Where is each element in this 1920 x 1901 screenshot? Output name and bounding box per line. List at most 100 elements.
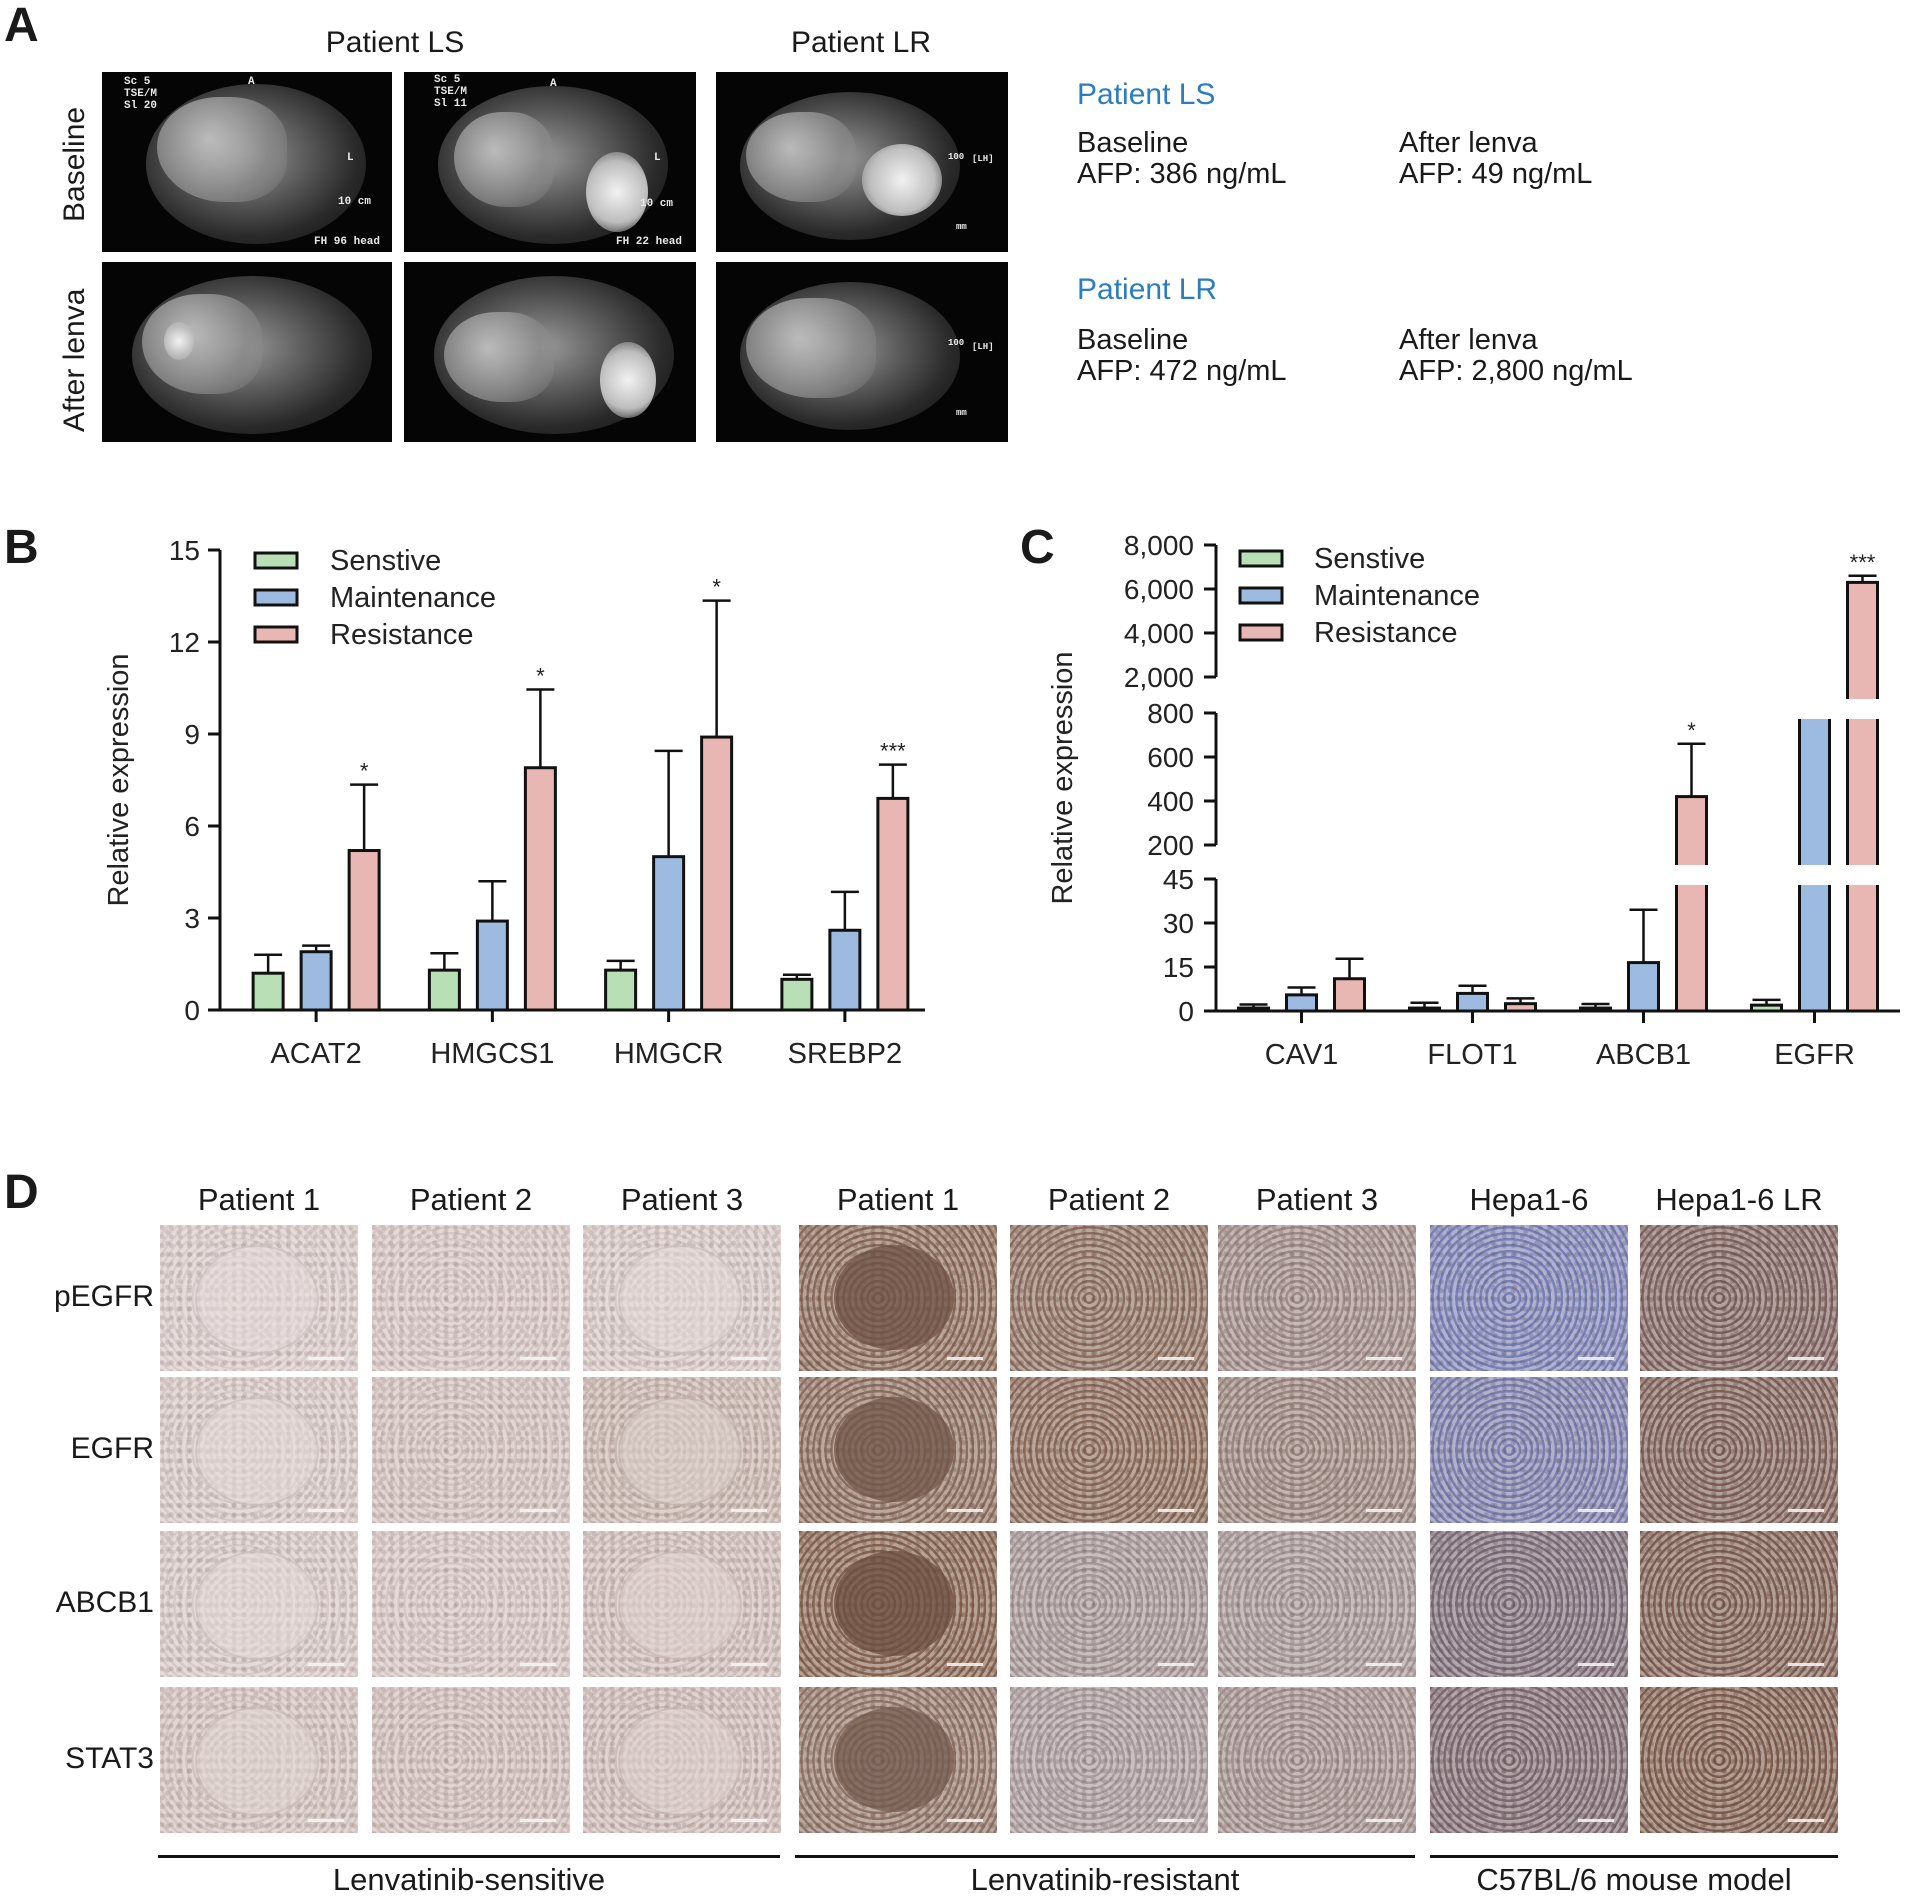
bar bbox=[1333, 977, 1366, 1013]
ihc-image bbox=[160, 1225, 358, 1371]
info-lr-baseline: Baseline AFP: 472 ng/mL bbox=[1077, 325, 1287, 387]
info-ls-baseline: Baseline AFP: 386 ng/mL bbox=[1077, 128, 1287, 190]
mri-image-ls-after-2 bbox=[404, 262, 696, 442]
ihc-image bbox=[1640, 1531, 1838, 1677]
ihc-image bbox=[799, 1225, 997, 1371]
y-tick-label: 30 bbox=[1163, 908, 1194, 939]
significance-marker: * bbox=[360, 759, 369, 784]
ihc-image bbox=[1640, 1687, 1838, 1833]
tissue-nodule bbox=[618, 1707, 742, 1816]
chart-b: 0 3 6 9 12 15 Relative expression ACAT2 * HMGCS1 *… bbox=[103, 535, 925, 1070]
x-tick-label: FLOT1 bbox=[1427, 1039, 1517, 1071]
tissue-nodule bbox=[618, 1551, 742, 1660]
significance-marker: * bbox=[536, 664, 545, 689]
mri-image-ls-baseline-1: Sc 5 TSE/M Sl 20 A L 10 cm FH 96 head bbox=[102, 72, 392, 252]
y-tick-label: 3 bbox=[184, 903, 200, 934]
scale-bar bbox=[1366, 1509, 1402, 1512]
y-tick-label: 6 bbox=[184, 811, 200, 842]
legend-label: Senstive bbox=[1314, 543, 1425, 575]
scale-bar bbox=[1788, 1357, 1824, 1360]
group-label: Lenvatinib-sensitive bbox=[332, 1862, 606, 1897]
significance-marker: * bbox=[712, 575, 721, 600]
y-axis-label: Relative expression bbox=[103, 653, 135, 906]
scale-bar bbox=[1158, 1663, 1194, 1666]
scale-bar bbox=[1158, 1357, 1194, 1360]
y-tick-label: 200 bbox=[1147, 830, 1194, 861]
info-lr-after-afp: AFP: 2,800 ng/mL bbox=[1399, 355, 1633, 387]
ihc-col-header: Hepa1-6 bbox=[1469, 1182, 1589, 1217]
group-divider-line bbox=[158, 1855, 780, 1858]
tissue-nodule bbox=[618, 1245, 742, 1354]
mri-annotation-lh: [LH] bbox=[972, 342, 994, 352]
info-title-patient-ls: Patient LS bbox=[1077, 78, 1216, 111]
scale-bar bbox=[520, 1509, 556, 1512]
info-lr-baseline-label: Baseline bbox=[1077, 324, 1189, 356]
group-label: C57BL/6 mouse model bbox=[1476, 1862, 1792, 1897]
ihc-image bbox=[583, 1225, 781, 1371]
axis-break-gap bbox=[1222, 699, 1906, 719]
scale-bar bbox=[731, 1663, 767, 1666]
bar bbox=[1504, 1002, 1537, 1013]
scale-bar bbox=[1366, 1663, 1402, 1666]
tissue-nodule bbox=[195, 1551, 319, 1660]
ihc-col-header: Patient 1 bbox=[197, 1182, 321, 1217]
bar bbox=[1285, 993, 1318, 1013]
bar bbox=[1627, 961, 1660, 1013]
scale-bar bbox=[520, 1357, 556, 1360]
info-lr-baseline-afp: AFP: 472 ng/mL bbox=[1077, 355, 1287, 387]
tissue-nodule bbox=[834, 1397, 954, 1502]
scale-bar bbox=[520, 1819, 556, 1822]
col-header-patient-ls: Patient LS bbox=[325, 26, 465, 59]
info-ls-after-label: After lenva bbox=[1399, 127, 1538, 159]
y-tick-label: 600 bbox=[1147, 742, 1194, 773]
legend-swatch bbox=[1238, 549, 1284, 568]
bar bbox=[1750, 1003, 1783, 1013]
scale-bar bbox=[1578, 1357, 1614, 1360]
mri-annotation-top-mark: A bbox=[550, 78, 557, 90]
mri-annotation-top-mark: A bbox=[248, 76, 255, 88]
legend-label: Senstive bbox=[330, 545, 441, 577]
ihc-image bbox=[160, 1377, 358, 1523]
y-tick-label: 9 bbox=[184, 719, 200, 750]
panel-label-b: B bbox=[4, 521, 39, 574]
tissue-nodule bbox=[834, 1245, 954, 1350]
info-title-patient-lr: Patient LR bbox=[1077, 273, 1218, 306]
ihc-image bbox=[160, 1687, 358, 1833]
bar bbox=[475, 919, 509, 1012]
col-header-patient-lr: Patient LR bbox=[790, 26, 932, 59]
axis-break-gap bbox=[1222, 865, 1906, 885]
tissue-nodule bbox=[195, 1707, 319, 1816]
ihc-image bbox=[160, 1531, 358, 1677]
legend-swatch bbox=[253, 588, 299, 607]
bar bbox=[1579, 1006, 1612, 1013]
scale-bar bbox=[1788, 1509, 1824, 1512]
bar bbox=[251, 971, 285, 1012]
ihc-image bbox=[1430, 1531, 1628, 1677]
scale-bar bbox=[1158, 1819, 1194, 1822]
mri-annotation-top-left: Sc 5 TSE/M Sl 20 bbox=[124, 76, 158, 112]
y-tick-label: 8,000 bbox=[1124, 530, 1194, 561]
mri-annotation-unit: mm bbox=[956, 408, 967, 418]
mri-image-ls-baseline-2: Sc 5 TSE/M Sl 11 A L 10 cm FH 22 head bbox=[404, 72, 696, 252]
scale-bar bbox=[731, 1819, 767, 1822]
y-tick-label: 0 bbox=[184, 995, 200, 1026]
legend-swatch bbox=[253, 625, 299, 644]
y-tick-label: 800 bbox=[1147, 698, 1194, 729]
bar bbox=[347, 849, 381, 1012]
scale-bar bbox=[308, 1509, 344, 1512]
scale-bar bbox=[1578, 1819, 1614, 1822]
scale-bar bbox=[947, 1663, 983, 1666]
mri-annotation-scale-top: 100 bbox=[948, 152, 965, 162]
tissue-nodule bbox=[195, 1397, 319, 1506]
mri-image-ls-after-1 bbox=[102, 262, 392, 442]
ihc-col-header: Patient 3 bbox=[1255, 1182, 1379, 1217]
y-tick-label: 15 bbox=[169, 535, 200, 566]
mri-annotation-scale: 10 cm bbox=[640, 198, 674, 210]
row-label-baseline: Baseline bbox=[58, 106, 91, 222]
mri-image-lr-after: 100 [LH] mm bbox=[716, 262, 1008, 442]
info-lr-after-label: After lenva bbox=[1399, 324, 1538, 356]
bar bbox=[1237, 1006, 1270, 1013]
bar bbox=[427, 968, 461, 1012]
ihc-image bbox=[1218, 1377, 1416, 1523]
y-tick-label: 15 bbox=[1163, 952, 1194, 983]
